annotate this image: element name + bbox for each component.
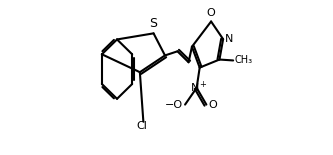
Text: O: O <box>208 100 217 110</box>
Text: N: N <box>225 34 233 44</box>
Text: Cl: Cl <box>137 121 148 131</box>
Text: −O: −O <box>165 100 183 110</box>
Text: O: O <box>207 8 215 18</box>
Text: +: + <box>199 80 206 89</box>
Text: S: S <box>150 17 158 30</box>
Text: N: N <box>191 83 199 93</box>
Text: CH₃: CH₃ <box>235 55 253 65</box>
